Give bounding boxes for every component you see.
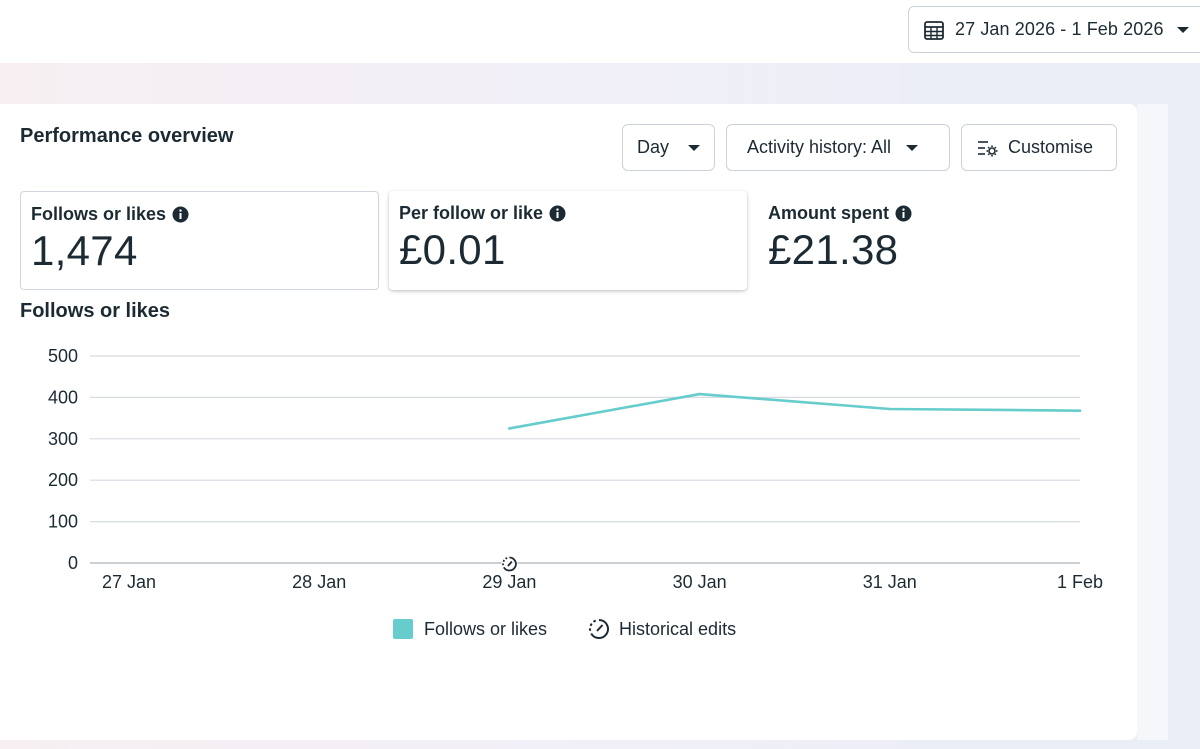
metric-card-per-follow[interactable]: Per follow or like £0.01: [389, 191, 747, 290]
y-tick-label: 100: [48, 512, 78, 532]
caret-down-icon: [1176, 25, 1190, 35]
info-icon[interactable]: [172, 206, 189, 223]
card-edge: [1137, 104, 1168, 740]
x-tick-label: 31 Jan: [863, 572, 917, 592]
top-bar: 27 Jan 2026 - 1 Feb 2026: [0, 0, 1200, 63]
legend-item-historical-edits[interactable]: Historical edits: [587, 617, 736, 641]
granularity-label: Day: [637, 137, 670, 157]
metric-value: 1,474: [31, 227, 138, 274]
y-tick-label: 300: [48, 429, 78, 449]
customise-settings-icon: [977, 138, 999, 158]
calendar-icon: [923, 19, 945, 41]
metric-value: £21.38: [768, 226, 899, 273]
metric-value: £0.01: [399, 226, 506, 273]
customise-label: Customise: [1008, 137, 1094, 157]
data-point: [508, 427, 511, 430]
metric-card-follows[interactable]: Follows or likes 1,474: [20, 191, 379, 290]
data-point: [698, 392, 701, 396]
page-title: Performance overview: [20, 125, 234, 147]
y-tick-label: 400: [48, 387, 78, 407]
series-line-follows: [508, 392, 1082, 430]
legend-label: Historical edits: [619, 618, 737, 639]
y-tick-label: 0: [68, 553, 78, 573]
chart-title: Follows or likes: [20, 300, 171, 322]
info-icon[interactable]: [549, 205, 566, 222]
historical-edit-marker-icon[interactable]: [501, 556, 518, 572]
legend-label: Follows or likes: [424, 618, 548, 639]
historical-edits-icon: [587, 617, 611, 641]
x-tick-label: 27 Jan: [102, 572, 156, 592]
chart-legend: Follows or likes Historical edits: [393, 617, 736, 641]
info-icon[interactable]: [895, 205, 912, 222]
metric-label: Amount spent: [768, 203, 889, 223]
x-tick-label: 29 Jan: [482, 572, 536, 592]
granularity-dropdown[interactable]: Day: [622, 124, 715, 171]
x-tick-label: 30 Jan: [673, 572, 727, 592]
caret-down-icon: [905, 143, 919, 153]
legend-swatch: [393, 619, 413, 639]
x-tick-label: 28 Jan: [292, 572, 346, 592]
legend-item-follows[interactable]: Follows or likes: [393, 619, 547, 640]
metric-label: Follows or likes: [31, 204, 167, 224]
metric-card-amount-spent[interactable]: Amount spent £21.38: [758, 191, 1117, 290]
y-tick-label: 500: [48, 346, 78, 366]
y-tick-label: 200: [48, 470, 78, 490]
activity-history-label: Activity history: All: [747, 137, 892, 157]
date-range-label: 27 Jan 2026 - 1 Feb 2026: [955, 19, 1164, 39]
activity-history-dropdown[interactable]: Activity history: All: [726, 124, 950, 171]
customise-button[interactable]: Customise: [961, 124, 1117, 171]
data-point: [1078, 409, 1082, 412]
data-point: [888, 407, 892, 411]
x-tick-label: 1 Feb: [1057, 572, 1103, 592]
metric-label: Per follow or like: [399, 203, 544, 223]
date-range-picker[interactable]: 27 Jan 2026 - 1 Feb 2026: [908, 6, 1200, 53]
caret-down-icon: [687, 143, 701, 153]
